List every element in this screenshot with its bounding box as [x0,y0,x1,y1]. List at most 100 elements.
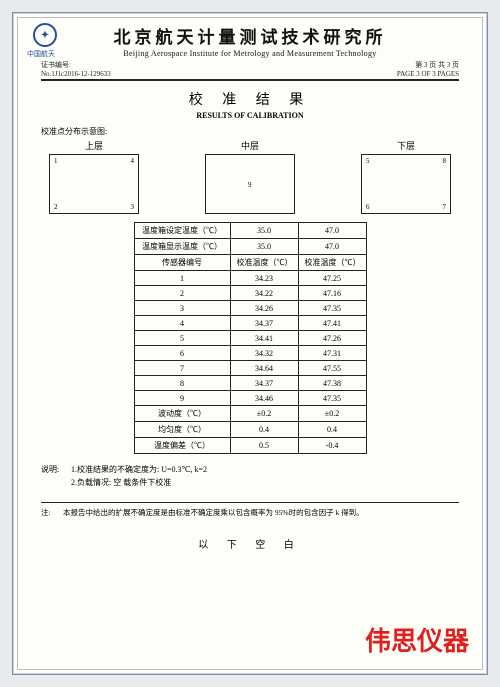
cert-number: No.1J1c2016-12-129633 [41,70,111,78]
note-line-2: 2.负载情况: 空 载条件下校准 [71,477,207,490]
cell: 7 [134,361,230,376]
table-row: 734.6447.55 [134,361,366,376]
notes-label: 说明: [41,464,71,490]
pt: 8 [443,157,447,165]
section-title-en: RESULTS OF CALIBRATION [41,111,459,120]
cell: 传感器编号 [134,255,230,271]
table-row: 均匀度（℃）0.40.4 [134,422,366,438]
cell: 47.31 [298,346,366,361]
cell: ±0.2 [298,406,366,422]
layer-bot-box: 5 8 6 7 [361,154,451,214]
cell: 47.35 [298,301,366,316]
schematic-label: 校准点分布示意图: [41,126,459,137]
footnote-label: 注: [41,507,63,518]
table-row: 传感器编号校准温度（℃）校准温度（℃） [134,255,366,271]
cell: 3 [134,301,230,316]
title-en: Beijing Aerospace Institute for Metrolog… [41,49,459,58]
cell: 34.37 [230,376,298,391]
cell: 温度偏差（℃） [134,438,230,454]
table-row: 温度箱显示温度（℃）35.047.0 [134,239,366,255]
table-row: 434.3747.41 [134,316,366,331]
cell: 5 [134,331,230,346]
logo-subtext: 中国航天 [27,49,55,59]
notes: 说明: 1.校准结果的不确定度为: U=0.3℃, k=2 2.负载情况: 空 … [41,464,459,490]
cell: 47.38 [298,376,366,391]
logo-circle-icon: ✦ [33,23,57,47]
cell: 35.0 [230,223,298,239]
cell: 0.4 [298,422,366,438]
cell: 34.26 [230,301,298,316]
pt: 6 [366,203,370,211]
cell: 34.32 [230,346,298,361]
layer-diagrams: 上层 1 4 2 3 中层 9 下层 5 8 6 7 [41,139,459,214]
cell: 47.26 [298,331,366,346]
cell: 34.41 [230,331,298,346]
cell: 47.16 [298,286,366,301]
cell: 47.0 [298,223,366,239]
cell: 9 [134,391,230,406]
layer-mid-box: 9 [205,154,295,214]
note-line-1: 1.校准结果的不确定度为: U=0.3℃, k=2 [71,464,207,477]
certificate-page: ✦ 中国航天 北京航天计量测试技术研究所 Beijing Aerospace I… [12,12,488,675]
page-en: PAGE 3 OF 3 PAGES [397,70,459,78]
cell: 2 [134,286,230,301]
table-row: 534.4147.26 [134,331,366,346]
cell: 波动度（℃） [134,406,230,422]
footnote: 注: 本报告中给出的扩展不确定度是由标准不确定度乘以包含概率为 95%时的包含因… [41,502,459,518]
calibration-table: 温度箱设定温度（℃）35.047.0温度箱显示温度（℃）35.047.0传感器编… [134,222,367,454]
pt: 4 [131,157,135,165]
page-cn: 第 3 页 共 3 页 [415,61,459,69]
table-row: 波动度（℃）±0.2±0.2 [134,406,366,422]
table-row: 634.3247.31 [134,346,366,361]
pt: 9 [248,181,252,189]
cell: 47.0 [298,239,366,255]
cell: 47.41 [298,316,366,331]
layer-top-box: 1 4 2 3 [49,154,139,214]
table-row: 334.2647.35 [134,301,366,316]
layer-mid-title: 中层 [205,139,295,152]
cell: 温度箱显示温度（℃） [134,239,230,255]
pt: 7 [443,203,447,211]
cell: 34.64 [230,361,298,376]
cell: 4 [134,316,230,331]
cell: 6 [134,346,230,361]
layer-bot-title: 下层 [361,139,451,152]
cell: 0.4 [230,422,298,438]
pt: 2 [54,203,58,211]
cert-label: 证书编号: [41,61,71,69]
layer-top-title: 上层 [49,139,139,152]
pt: 1 [54,157,58,165]
table-row: 温度偏差（℃）0.5-0.4 [134,438,366,454]
table-row: 934.4647.35 [134,391,366,406]
header: 北京航天计量测试技术研究所 Beijing Aerospace Institut… [41,23,459,58]
cell: 34.23 [230,271,298,286]
cell: ±0.2 [230,406,298,422]
cell: 1 [134,271,230,286]
section-title-cn: 校 准 结 果 [41,89,459,109]
footnote-text: 本报告中给出的扩展不确定度是由标准不确定度乘以包含概率为 95%时的包含因子 k… [63,507,364,518]
cell: 34.22 [230,286,298,301]
cell: 47.25 [298,271,366,286]
cell: 0.5 [230,438,298,454]
cert-row: 证书编号: No.1J1c2016-12-129633 第 3 页 共 3 页 … [41,60,459,81]
title-cn: 北京航天计量测试技术研究所 [41,23,459,48]
cell: 47.55 [298,361,366,376]
blank-below: 以 下 空 白 [41,536,459,551]
cell: 温度箱设定温度（℃） [134,223,230,239]
pt: 3 [131,203,135,211]
cell: -0.4 [298,438,366,454]
cell: 8 [134,376,230,391]
watermark: 伟思仪器 [365,621,469,658]
cell: 均匀度（℃） [134,422,230,438]
cell: 47.35 [298,391,366,406]
table-row: 834.3747.38 [134,376,366,391]
table-row: 134.2347.25 [134,271,366,286]
table-row: 温度箱设定温度（℃）35.047.0 [134,223,366,239]
table-row: 234.2247.16 [134,286,366,301]
cell: 34.46 [230,391,298,406]
cell: 34.37 [230,316,298,331]
cell: 35.0 [230,239,298,255]
pt: 5 [366,157,370,165]
cell: 校准温度（℃） [298,255,366,271]
cell: 校准温度（℃） [230,255,298,271]
